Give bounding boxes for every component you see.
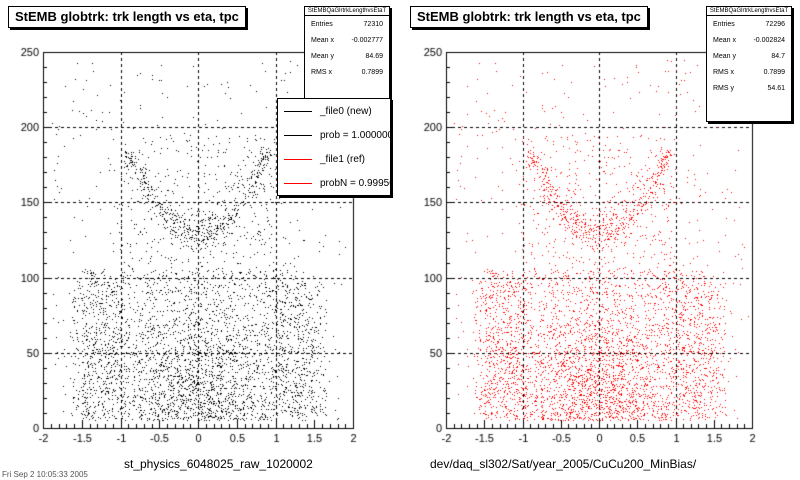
left-stats-row: Mean y 84.69 <box>311 53 383 60</box>
timestamp-footer: Fri Sep 2 10:05:33 2005 <box>2 470 88 479</box>
legend-line-red <box>284 182 312 184</box>
legend-entry: _file1 (ref) <box>278 147 390 171</box>
right-stats-box: StEMBQaGlrtrkLengthvsEtaT Entries 72296 M… <box>706 6 792 122</box>
right-stats-row: Entries 72296 <box>713 21 785 28</box>
left-stats-row: Entries 72310 <box>311 21 383 28</box>
right-plot-title: StEMB globtrk: trk length vs eta, tpc <box>410 6 648 28</box>
right-stats-row: Mean y 84.7 <box>713 53 785 60</box>
right-stats-name: StEMBQaGlrtrkLengthvsEtaT <box>707 7 791 16</box>
right-stats-row: Mean x -0.002824 <box>713 37 785 44</box>
legend-line-black <box>284 110 312 112</box>
left-plot-title: StEMB globtrk: trk length vs eta, tpc <box>8 6 246 28</box>
left-stats-row: Mean x -0.002777 <box>311 37 383 44</box>
legend-entry: probN = 0.999500 <box>278 171 390 195</box>
left-x-axis-title: st_physics_6048025_raw_1020002 <box>124 457 313 471</box>
right-x-axis-title: dev/daq_sl302/Sat/year_2005/CuCu200_MinB… <box>430 457 697 471</box>
right-stats-row: RMS y 54.61 <box>713 85 785 92</box>
right-stats-row: RMS x 0.7899 <box>713 69 785 76</box>
legend-line-black <box>284 134 312 136</box>
left-stats-name: StEMBQaGlrtrkLengthvsEtaT <box>305 7 389 16</box>
legend-entry: _file0 (new) <box>278 99 390 123</box>
left-stats-box: StEMBQaGlrtrkLengthvsEtaT Entries 72310 M… <box>304 6 390 104</box>
legend-line-red <box>284 158 312 160</box>
legend: _file0 (new) prob = 1.000000 _file1 (ref… <box>277 98 391 196</box>
left-stats-row: RMS x 0.7899 <box>311 69 383 76</box>
legend-entry: prob = 1.000000 <box>278 123 390 147</box>
